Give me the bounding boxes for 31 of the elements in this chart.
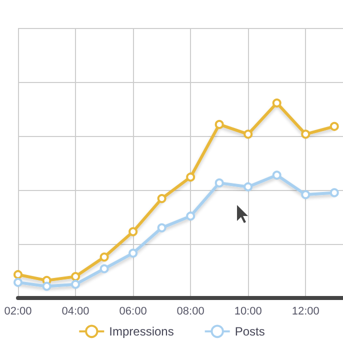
x-tick-label: 02:00: [4, 306, 32, 318]
point: [186, 172, 196, 182]
legend-label: Posts: [234, 324, 265, 338]
point: [244, 130, 253, 139]
x-tick-label: 06:00: [119, 306, 147, 318]
point: [42, 282, 52, 291]
x-tick-label: 04:00: [62, 306, 90, 318]
point: [272, 170, 282, 180]
point: [330, 122, 339, 131]
point: [100, 252, 109, 262]
point: [14, 278, 22, 287]
point: [14, 270, 22, 280]
point: [128, 248, 138, 258]
point: [71, 280, 80, 289]
x-tick-label: 08:00: [176, 306, 204, 318]
point: [272, 98, 282, 108]
x-tick-label: 12:00: [292, 306, 320, 318]
point: [244, 182, 253, 192]
point: [128, 227, 138, 236]
point: [301, 130, 310, 139]
point: [157, 194, 166, 204]
point: [214, 178, 224, 188]
point: [214, 120, 224, 129]
point: [71, 272, 80, 282]
point: [330, 188, 339, 198]
point: [186, 212, 196, 221]
legend-label: Impressions: [109, 324, 174, 338]
point: [301, 190, 310, 200]
x-tick-label: 10:00: [234, 306, 262, 318]
point: [100, 264, 109, 274]
point: [157, 223, 166, 232]
